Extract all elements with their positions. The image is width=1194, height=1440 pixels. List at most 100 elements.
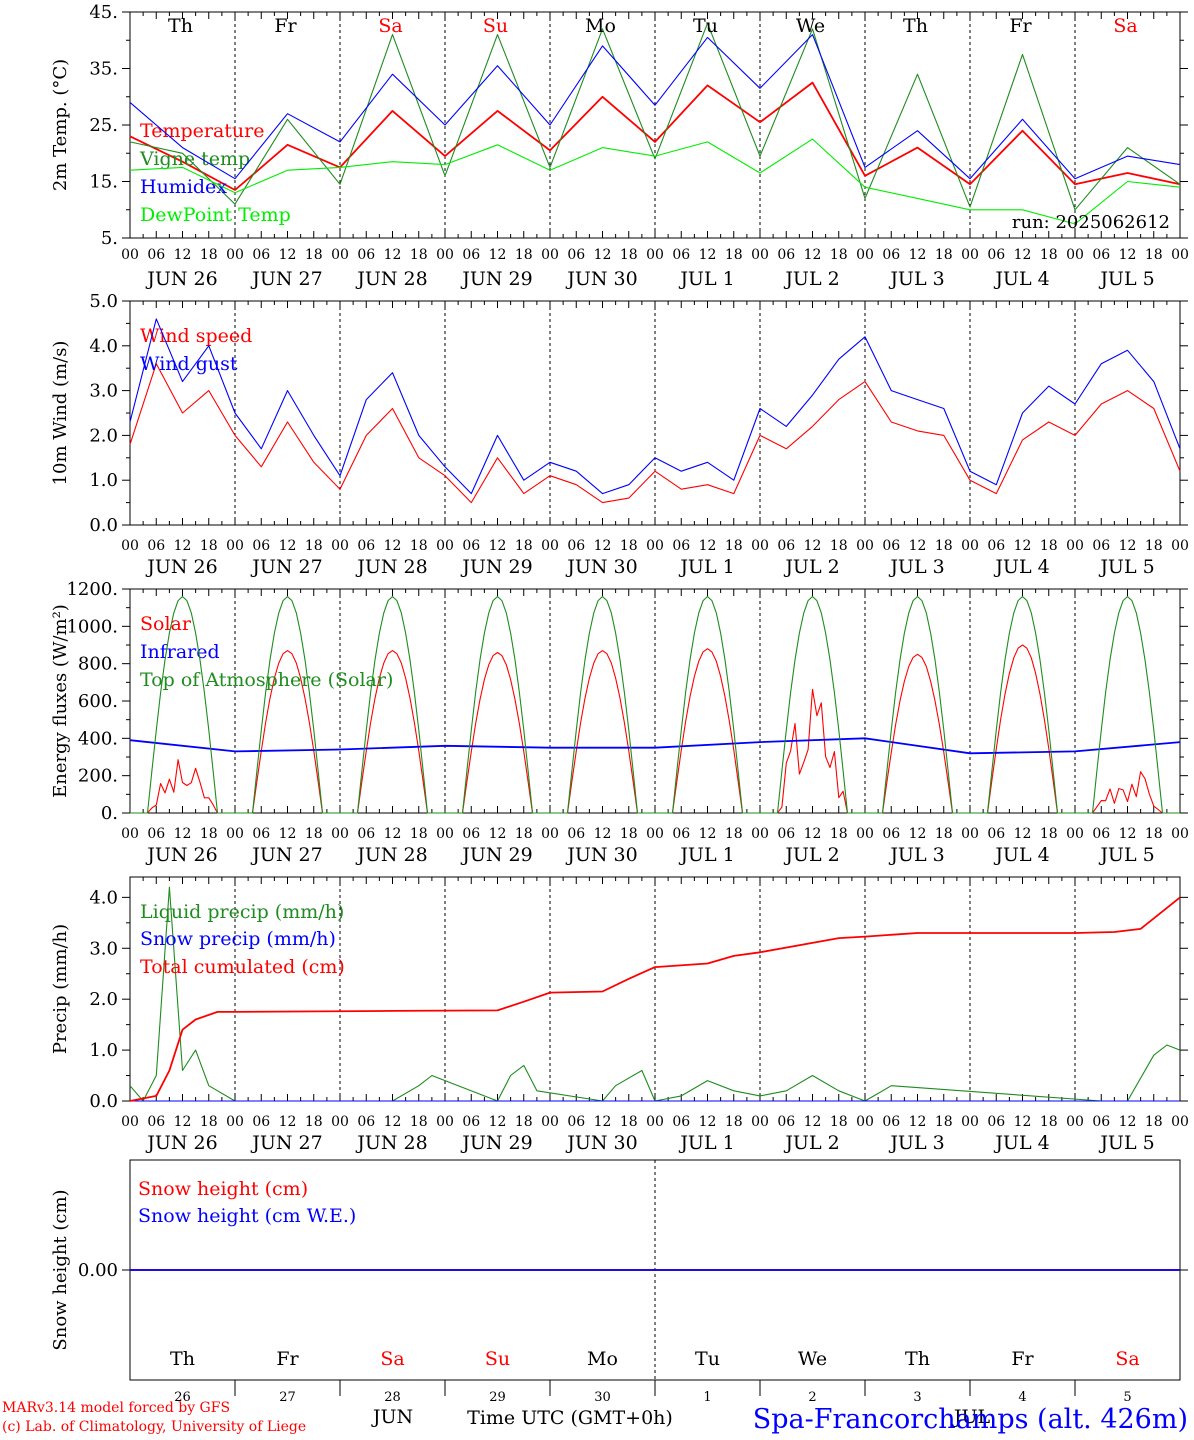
legend-entry: Vigne temp (139, 148, 250, 170)
day-name-label: Th (168, 15, 193, 37)
hour-tick-label: 00 (856, 538, 874, 554)
day-name-label: Su (485, 1348, 510, 1370)
hour-tick-label: 18 (725, 247, 743, 263)
bottom-day-number: 5 (1123, 1390, 1131, 1405)
y-tick-label: 3.0 (89, 381, 118, 402)
hour-tick-label: 00 (751, 1114, 769, 1130)
hour-tick-label: 12 (384, 538, 402, 554)
hour-tick-label: 12 (1014, 826, 1032, 842)
date-tick-label: JUL 3 (888, 844, 944, 866)
hour-tick-label: 18 (620, 1114, 638, 1130)
hour-tick-label: 00 (121, 538, 139, 554)
date-tick-label: JUN 29 (460, 268, 532, 290)
panel-2: 00 06 12 18 00 06 12 18 00 06 12 18 00 06 12 18 00 06 12 18… (50, 291, 1189, 578)
date-tick-label: JUN 28 (355, 844, 427, 866)
date-tick-label: JUN 30 (565, 844, 637, 866)
hour-tick-label: 00 (121, 826, 139, 842)
hour-tick-label: 00 (541, 1114, 559, 1130)
series-line-0 (129, 81, 1181, 191)
hour-tick-label: 12 (594, 826, 612, 842)
panel-4: 00 06 12 18 00 06 12 18 00 06 12 18 00 06 12 18 00 06 12 18… (50, 876, 1189, 1154)
y-tick-label: 0.0 (89, 1091, 118, 1112)
hour-tick-label: 18 (1040, 1114, 1058, 1130)
y-tick-label: 1.0 (89, 470, 118, 491)
hour-tick-label: 00 (751, 538, 769, 554)
hour-tick-label: 12 (909, 247, 927, 263)
credit-line-1: MARv3.14 model forced by GFS (2, 1400, 231, 1416)
y-tick-label: 3.0 (89, 938, 118, 959)
hour-tick-label: 06 (672, 247, 690, 263)
hour-tick-label: 18 (1040, 247, 1058, 263)
hour-tick-label: 06 (987, 538, 1005, 554)
hour-tick-label: 00 (751, 247, 769, 263)
hour-tick-label: 12 (1119, 826, 1137, 842)
hour-tick-label: 18 (620, 247, 638, 263)
series-line-3 (129, 138, 1181, 225)
hour-tick-label: 12 (594, 538, 612, 554)
date-tick-label: JUN 29 (460, 844, 532, 866)
hour-tick-label: 00 (1066, 1114, 1084, 1130)
date-tick-label: JUL 3 (888, 556, 944, 578)
legend-entry: DewPoint Temp (140, 204, 291, 226)
date-tick-label: JUN 28 (355, 1132, 427, 1154)
x-axis-title: Time UTC (GMT+0h) (467, 1407, 673, 1429)
y-tick-label: 5.0 (89, 291, 118, 312)
y-tick-label: 2.0 (89, 425, 118, 446)
bottom-day-number: 28 (384, 1390, 401, 1405)
hour-tick-label: 12 (174, 1114, 192, 1130)
hour-tick-label: 18 (1145, 826, 1163, 842)
hour-tick-label: 12 (279, 538, 297, 554)
credit-line-2: (c) Lab. of Climatology, University of L… (2, 1419, 307, 1435)
day-name-label: Sa (1113, 15, 1137, 37)
bottom-day-number: 1 (703, 1390, 711, 1405)
day-name-label: Fr (1011, 1348, 1034, 1370)
hour-tick-label: 00 (961, 1114, 979, 1130)
date-tick-label: JUL 5 (1098, 1132, 1154, 1154)
legend-entry: Infrared (140, 641, 220, 663)
date-tick-label: JUN 28 (355, 268, 427, 290)
hour-tick-label: 18 (725, 826, 743, 842)
day-name-label: Sa (380, 1348, 404, 1370)
date-tick-label: JUL 4 (993, 1132, 1049, 1154)
hour-tick-label: 06 (147, 538, 165, 554)
date-tick-label: JUN 26 (145, 844, 217, 866)
hour-tick-label: 00 (646, 538, 664, 554)
hour-tick-label: 12 (1014, 538, 1032, 554)
y-tick-label: 600. (78, 691, 118, 712)
y-tick-label: 4.0 (89, 887, 118, 908)
date-tick-label: JUL 2 (783, 1132, 839, 1154)
bottom-month-label: JUN (371, 1406, 413, 1428)
hour-tick-label: 12 (909, 826, 927, 842)
hour-tick-label: 18 (1145, 538, 1163, 554)
y-tick-label: 2.0 (89, 989, 118, 1010)
hour-tick-label: 00 (226, 826, 244, 842)
hour-tick-label: 18 (935, 538, 953, 554)
hour-tick-label: 18 (830, 247, 848, 263)
hour-tick-label: 06 (147, 247, 165, 263)
hour-tick-label: 12 (174, 826, 192, 842)
date-tick-label: JUL 5 (1098, 268, 1154, 290)
hour-tick-label: 12 (489, 1114, 507, 1130)
y-tick-label: 4.0 (89, 336, 118, 357)
day-name-label: Su (483, 15, 508, 37)
hour-tick-label: 00 (121, 247, 139, 263)
plot-frame (129, 588, 1181, 814)
date-tick-label: JUN 30 (565, 268, 637, 290)
date-tick-label: JUL 2 (783, 556, 839, 578)
hour-tick-label: 06 (462, 538, 480, 554)
date-tick-label: JUL 3 (888, 1132, 944, 1154)
hour-tick-label: 12 (384, 247, 402, 263)
hour-tick-label: 00 (436, 826, 454, 842)
hour-tick-label: 18 (305, 826, 323, 842)
y-tick-label: 0.00 (78, 1260, 118, 1281)
hour-tick-label: 18 (410, 1114, 428, 1130)
legend-entry: Total cumulated (cm) (140, 956, 345, 978)
hour-tick-label: 12 (174, 247, 192, 263)
hour-tick-label: 00 (1171, 538, 1189, 554)
hour-tick-label: 00 (1171, 1114, 1189, 1130)
day-name-label: Th (170, 1348, 195, 1370)
legend-entry: Snow precip (mm/h) (140, 928, 336, 950)
series-line-1 (129, 318, 1181, 495)
hour-tick-label: 00 (856, 247, 874, 263)
hour-tick-label: 00 (646, 1114, 664, 1130)
